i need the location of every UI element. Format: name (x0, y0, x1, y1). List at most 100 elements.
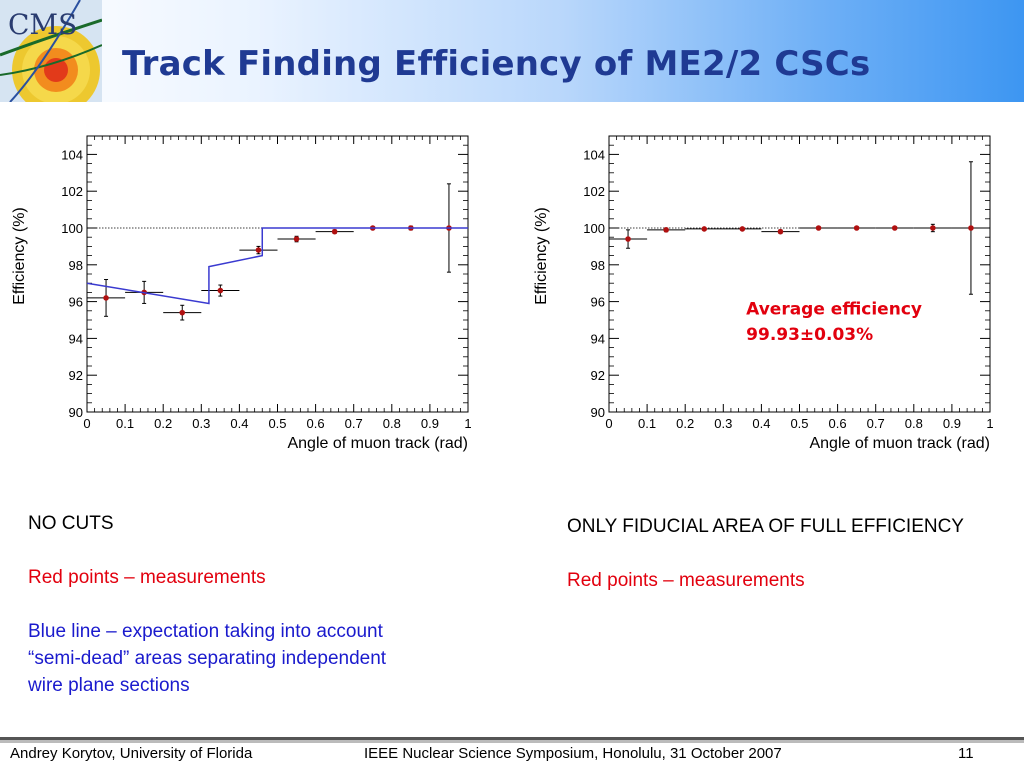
footer-divider-light (0, 740, 1024, 743)
x-tick-label: 1 (986, 416, 993, 431)
x-tick-label: 0.2 (154, 416, 172, 431)
y-tick-label: 102 (61, 184, 83, 199)
marker (701, 226, 708, 232)
data-point (277, 235, 316, 243)
marker (663, 227, 669, 233)
data-point (685, 226, 724, 232)
right-caption: ONLY FIDUCIAL AREA OF FULL EFFICIENCY Re… (567, 513, 1024, 594)
no-cuts-label: NO CUTS (28, 513, 114, 534)
y-tick-label: 94 (69, 331, 83, 346)
y-tick-label: 92 (591, 368, 605, 383)
red-points-legend-right: Red points – measurements (567, 570, 805, 591)
x-tick-label: 0.5 (790, 416, 808, 431)
marker (930, 225, 936, 231)
x-tick-label: 0.9 (421, 416, 439, 431)
data-point (647, 227, 686, 233)
data-point (315, 228, 354, 235)
marker (891, 225, 898, 231)
x-tick-label: 0.2 (676, 416, 694, 431)
y-tick-label: 92 (69, 368, 83, 383)
marker (777, 228, 784, 235)
marker (815, 225, 822, 231)
left-caption: NO CUTS Red points – measurements Blue l… (28, 510, 498, 699)
data-point (875, 225, 914, 231)
chart-left-svg: 0 0.1 0.2 0.3 0.4 0.5 0.6 0.7 0.8 0.9 1 90 92 94 96 98 1… (11, 135, 472, 452)
efficiency-chart-fiducial: 0 0.1 0.2 0.3 0.4 0.5 0.6 0.7 0.8 0.9 1 90 92 94 96 98 1… (522, 120, 1012, 460)
data-point (609, 229, 648, 249)
y-tick-label: 90 (69, 405, 83, 420)
data-point (723, 226, 762, 232)
y-tick-label: 104 (61, 147, 83, 162)
x-axis-label: Angle of muon track (rad) (809, 435, 990, 452)
expectation-line (86, 227, 468, 305)
x-axis-label: Angle of muon track (rad) (287, 435, 468, 452)
x-tick-label: 0.4 (752, 416, 770, 431)
chart-right-svg: 0 0.1 0.2 0.3 0.4 0.5 0.6 0.7 0.8 0.9 1 90 92 94 96 98 1… (533, 135, 994, 452)
marker (853, 225, 860, 231)
data-point (951, 161, 990, 295)
plot-frame (608, 135, 991, 413)
blue-line-legend-3: wire plane sections (28, 675, 190, 696)
x-tick-label: 0.5 (268, 416, 286, 431)
y-tick-label: 90 (591, 405, 605, 420)
y-tick-label: 96 (591, 295, 605, 310)
x-tick-label: 0.1 (638, 416, 656, 431)
x-tick-label: 0.3 (714, 416, 732, 431)
x-tick-label: 0.1 (116, 416, 134, 431)
y-tick-label: 100 (583, 221, 605, 236)
marker (179, 309, 186, 316)
marker (625, 236, 631, 242)
y-tick-label: 100 (61, 221, 83, 236)
y-axis-label: Efficiency (%) (533, 207, 550, 305)
data-point (913, 223, 952, 233)
x-tick-label: 0.9 (943, 416, 961, 431)
y-tick-label: 104 (583, 147, 605, 162)
svg-text:CMS: CMS (8, 8, 77, 41)
y-tick-label: 102 (583, 184, 605, 199)
slide-title: Track Finding Efficiency of ME2/2 CSCs (122, 44, 871, 84)
marker (968, 225, 974, 231)
cms-logo: CMS (0, 0, 102, 102)
marker (293, 236, 300, 242)
footer-author: Andrey Korytov, University of Florida (10, 745, 253, 762)
data-point (837, 225, 876, 231)
marker (217, 287, 224, 294)
average-efficiency-label: Average efficiency (746, 299, 922, 319)
marker (255, 247, 262, 253)
red-points-legend: Red points – measurements (28, 567, 266, 588)
average-efficiency-value: 99.93±0.03% (746, 325, 873, 345)
y-tick-label: 98 (591, 258, 605, 273)
data-point (201, 284, 240, 297)
page-number: 11 (958, 745, 974, 762)
fiducial-label: ONLY FIDUCIAL AREA OF FULL EFFICIENCY (567, 516, 964, 537)
blue-line-legend-1: Blue line – expectation taking into acco… (28, 621, 383, 642)
y-tick-label: 96 (69, 295, 83, 310)
y-tick-label: 98 (69, 258, 83, 273)
footer-divider (0, 737, 1024, 740)
x-tick-label: 0.6 (829, 416, 847, 431)
slide-header: CMS Track Finding Efficiency of ME2/2 CS… (0, 0, 1024, 102)
efficiency-chart-no-cuts: 0 0.1 0.2 0.3 0.4 0.5 0.6 0.7 0.8 0.9 1 90 92 94 96 98 1… (0, 120, 490, 460)
data-point (799, 225, 838, 231)
x-tick-label: 0.7 (345, 416, 363, 431)
data-point (163, 304, 202, 321)
plot-frame (86, 135, 469, 413)
y-axis-label: Efficiency (%) (11, 207, 28, 305)
x-tick-label: 0 (83, 416, 90, 431)
marker (739, 226, 746, 232)
x-tick-label: 0.8 (905, 416, 923, 431)
data-point (761, 228, 800, 235)
x-tick-label: 0.8 (383, 416, 401, 431)
x-tick-label: 1 (464, 416, 471, 431)
x-tick-label: 0 (605, 416, 612, 431)
marker (331, 228, 338, 235)
marker (103, 295, 109, 301)
x-tick-label: 0.3 (192, 416, 210, 431)
x-tick-label: 0.7 (867, 416, 885, 431)
data-point (239, 245, 278, 255)
footer-conference: IEEE Nuclear Science Symposium, Honolulu… (364, 745, 782, 762)
x-tick-label: 0.4 (230, 416, 248, 431)
blue-line-legend-2: “semi-dead” areas separating independent (28, 648, 387, 669)
x-tick-label: 0.6 (307, 416, 325, 431)
y-tick-label: 94 (591, 331, 605, 346)
